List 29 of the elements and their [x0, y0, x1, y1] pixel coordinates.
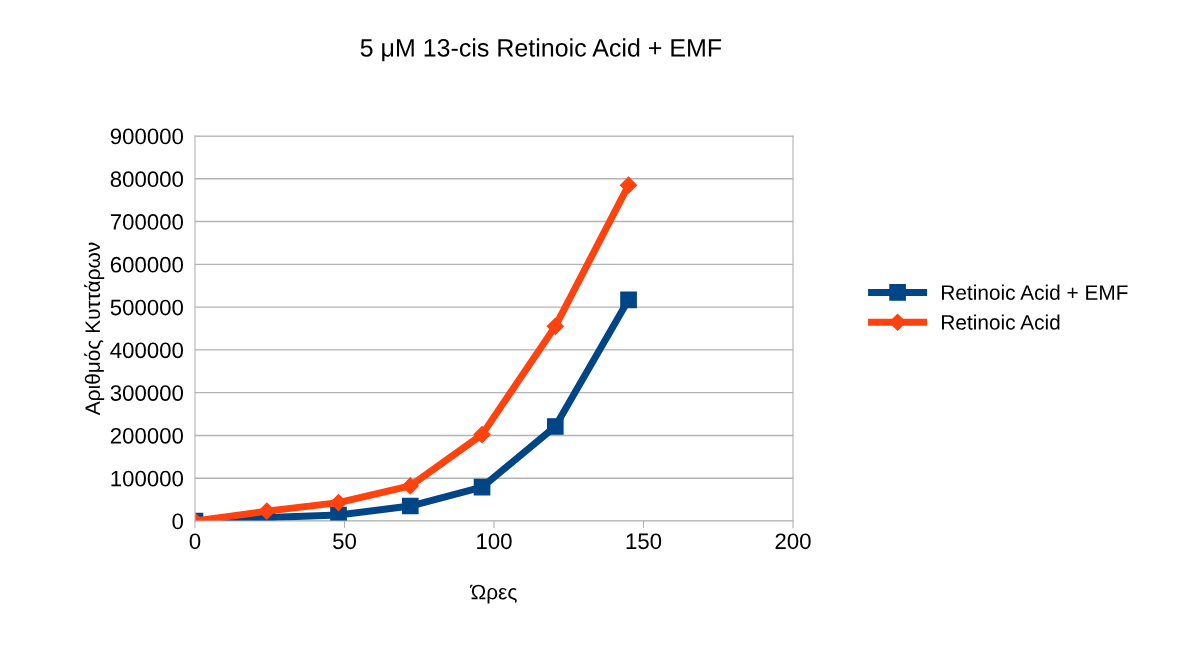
y-tick-label: 100000	[111, 470, 184, 487]
x-tick-label: 0	[189, 533, 201, 550]
y-tick-label: 500000	[110, 299, 184, 316]
x-tick-label: 150	[626, 533, 662, 550]
x-axis-title: Ώρες	[469, 584, 517, 604]
point	[473, 478, 491, 496]
y-tick-label: 900000	[110, 128, 184, 145]
y-tick-label: 400000	[110, 342, 184, 359]
point	[546, 418, 564, 435]
y-tick-label: 700000	[110, 214, 184, 230]
point	[401, 477, 419, 495]
point	[258, 502, 276, 520]
y-tick-label: 200000	[110, 427, 184, 444]
chart-title: 5 μM 13-cis Retinoic Acid + EMF	[360, 38, 722, 62]
point	[546, 317, 564, 335]
legend-label: Retinoic Acid	[942, 314, 1060, 330]
point	[619, 176, 638, 194]
y-tick-label: 0	[172, 513, 184, 530]
x-tick-label: 200	[775, 533, 811, 550]
y-tick-label: 300000	[110, 385, 184, 401]
y-tick-label: 800000	[110, 171, 184, 188]
legend-label: Retinoic Acid + EMF	[942, 284, 1128, 300]
y-axis-title: Αριθμός Κυττάρων	[84, 242, 105, 416]
x-tick-label: 100	[477, 533, 512, 550]
point	[401, 497, 419, 515]
x-tick-label: 50	[333, 533, 356, 550]
point	[620, 291, 637, 309]
y-tick-label: 600000	[110, 256, 184, 273]
point	[473, 426, 491, 444]
